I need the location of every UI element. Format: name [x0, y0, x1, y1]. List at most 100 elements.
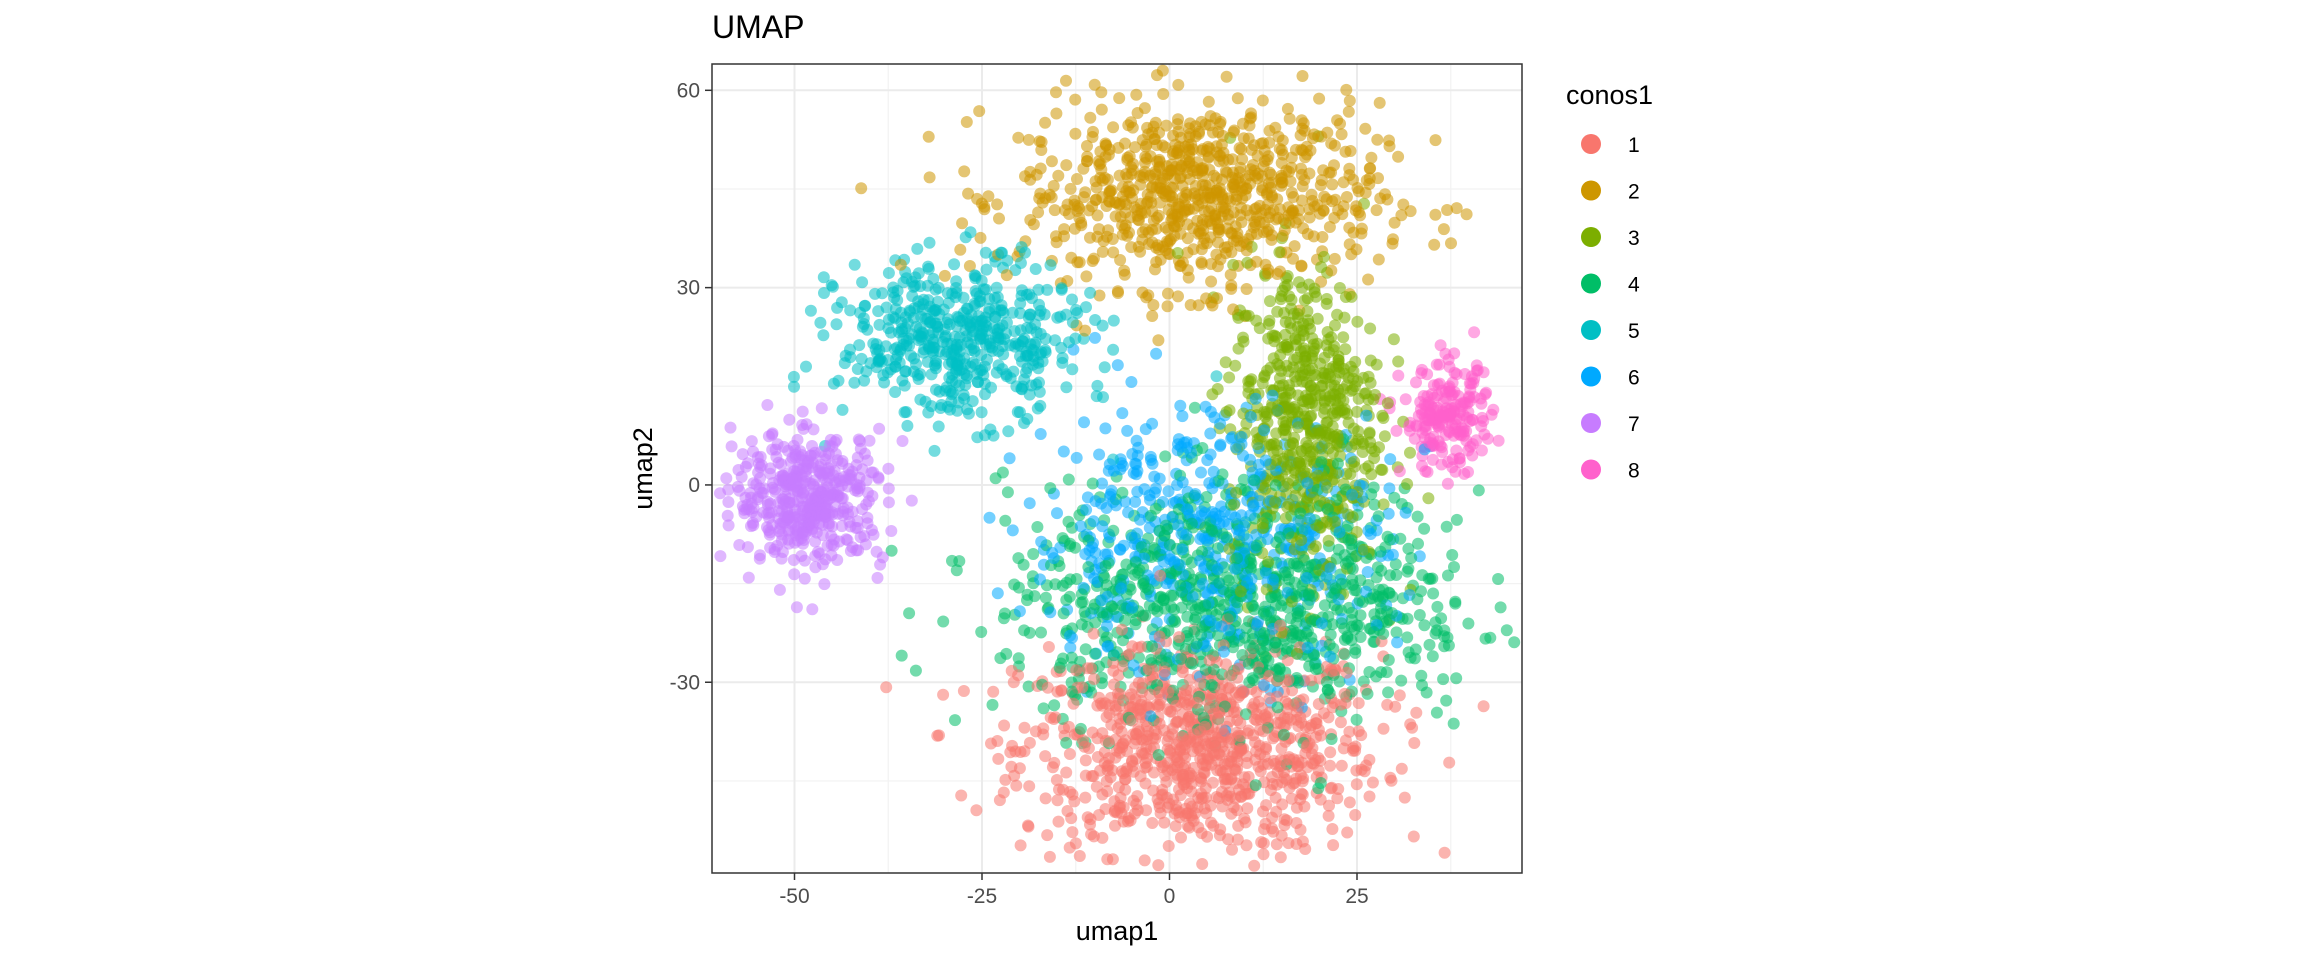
data-point-cluster-7: [779, 490, 792, 503]
data-point-cluster-5: [817, 271, 830, 284]
data-point-cluster-2: [1225, 246, 1238, 259]
data-point-cluster-1: [1249, 736, 1262, 749]
data-point-cluster-5: [1097, 391, 1109, 404]
data-point-cluster-6: [1225, 432, 1238, 445]
data-point-cluster-1: [1407, 830, 1420, 843]
data-point-cluster-2: [1328, 252, 1341, 265]
data-point-cluster-4: [1213, 576, 1226, 589]
data-point-cluster-1: [1231, 671, 1244, 684]
data-point-cluster-8: [1448, 347, 1461, 360]
data-point-cluster-5: [889, 303, 902, 315]
data-point-cluster-6: [1103, 458, 1116, 471]
data-point-cluster-2: [1075, 216, 1088, 229]
data-point-cluster-6: [1064, 629, 1076, 642]
data-point-cluster-4: [1326, 618, 1339, 631]
y-tick-label: 60: [677, 79, 700, 102]
data-point-cluster-2: [1064, 182, 1077, 195]
data-point-cluster-2: [1045, 191, 1058, 204]
data-point-cluster-2: [1255, 207, 1268, 220]
data-point-cluster-6: [1143, 521, 1156, 534]
data-point-cluster-6: [1148, 470, 1161, 483]
data-point-cluster-2: [1287, 252, 1299, 265]
data-point-cluster-1: [1153, 717, 1166, 730]
data-point-cluster-7: [720, 472, 733, 485]
data-point-cluster-3: [1392, 355, 1405, 368]
panel-border: [711, 63, 1523, 874]
data-point-cluster-4: [1384, 533, 1396, 546]
data-point-cluster-6: [1083, 544, 1096, 557]
data-point-cluster-2: [1034, 162, 1047, 175]
data-point-cluster-6: [1247, 499, 1260, 512]
data-point-cluster-4: [1385, 607, 1398, 619]
data-point-cluster-1: [1265, 822, 1278, 835]
data-point-cluster-2: [1133, 214, 1145, 227]
data-point-cluster-2: [1220, 70, 1233, 83]
data-point-cluster-3: [1282, 343, 1294, 356]
data-point-cluster-6: [1101, 640, 1114, 653]
data-point-cluster-7: [773, 525, 786, 538]
data-point-cluster-6: [1111, 359, 1124, 372]
data-point-cluster-1: [1331, 792, 1344, 805]
data-point-cluster-3: [1327, 360, 1340, 373]
data-point-cluster-2: [1050, 236, 1063, 249]
data-point-cluster-3: [1348, 455, 1361, 468]
data-point-cluster-1: [1175, 731, 1188, 744]
data-point-cluster-2: [1081, 140, 1093, 152]
data-point-cluster-4: [1001, 486, 1014, 499]
data-point-cluster-1: [1052, 815, 1065, 828]
data-point-cluster-4: [1269, 479, 1282, 492]
data-point-cluster-6: [1150, 347, 1163, 360]
data-point-cluster-4: [1271, 701, 1284, 714]
data-point-cluster-7: [739, 491, 752, 504]
data-point-cluster-2: [963, 260, 976, 272]
data-point-cluster-2: [1118, 268, 1131, 281]
data-point-cluster-7: [851, 522, 864, 534]
data-point-cluster-3: [1301, 292, 1314, 305]
data-point-cluster-4: [1116, 486, 1129, 499]
data-point-cluster-2: [1285, 186, 1298, 199]
data-point-cluster-1: [999, 773, 1012, 786]
data-point-cluster-4: [1350, 713, 1363, 726]
data-point-cluster-8: [1399, 393, 1412, 406]
data-point-cluster-4: [1405, 552, 1418, 564]
data-point-cluster-2: [1138, 102, 1151, 115]
data-point-cluster-1: [1037, 728, 1050, 741]
data-point-cluster-6: [1105, 484, 1118, 497]
data-point-cluster-4: [1062, 515, 1075, 528]
data-point-cluster-5: [836, 403, 849, 416]
legend-label-2: 2: [1628, 181, 1640, 204]
data-point-cluster-1: [1314, 793, 1327, 806]
data-point-cluster-7: [787, 439, 800, 452]
data-point-cluster-5: [830, 318, 843, 331]
data-point-cluster-4: [1163, 538, 1176, 551]
y-tick-label: 0: [688, 474, 700, 497]
data-point-cluster-2: [1141, 195, 1154, 208]
data-point-cluster-1: [1140, 699, 1153, 712]
data-point-cluster-7: [818, 578, 831, 591]
data-point-cluster-3: [1229, 359, 1242, 372]
data-point-cluster-5: [970, 287, 983, 300]
data-point-cluster-7: [882, 462, 895, 475]
data-point-cluster-3: [1305, 392, 1317, 405]
data-point-cluster-7: [882, 482, 895, 495]
data-point-cluster-2: [1193, 225, 1206, 238]
data-point-cluster-2: [1222, 192, 1235, 205]
x-axis-title: umap1: [1076, 916, 1159, 946]
data-point-cluster-5: [1107, 343, 1120, 356]
data-point-cluster-1: [1096, 831, 1109, 844]
data-point-cluster-1: [1248, 859, 1261, 872]
data-point-cluster-2: [1184, 117, 1196, 130]
data-point-cluster-3: [1311, 312, 1324, 325]
data-point-cluster-1: [1410, 706, 1423, 719]
data-point-cluster-6: [1301, 641, 1314, 654]
data-point-cluster-1: [1329, 664, 1342, 677]
data-point-cluster-4: [1253, 666, 1266, 679]
data-point-cluster-8: [1479, 388, 1492, 401]
data-point-cluster-1: [1116, 660, 1129, 673]
data-point-cluster-2: [1344, 145, 1357, 157]
data-point-cluster-2: [1136, 233, 1149, 246]
data-point-cluster-6: [1099, 422, 1112, 435]
data-point-cluster-1: [1347, 744, 1360, 757]
data-point-cluster-3: [1223, 404, 1236, 417]
data-point-cluster-8: [1468, 326, 1481, 339]
